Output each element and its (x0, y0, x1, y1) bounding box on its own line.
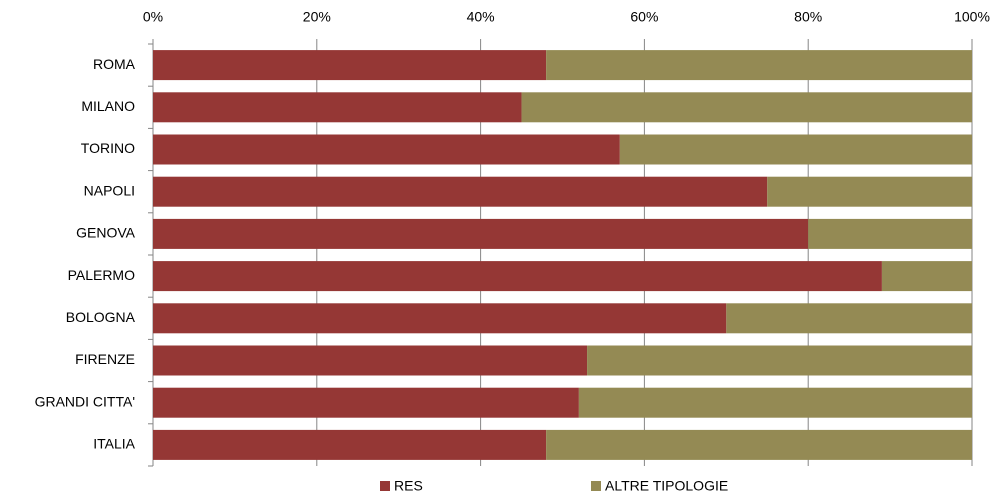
bar-segment (153, 261, 882, 292)
bar-segment (153, 134, 620, 165)
bar-segment (578, 387, 972, 418)
bar-segment (153, 387, 579, 418)
x-tick-label: 40% (467, 9, 495, 25)
bar-segment (619, 134, 972, 165)
legend-swatch (591, 481, 601, 491)
y-tick-label: GRANDI CITTA' (35, 393, 135, 409)
y-tick-label: FIRENZE (75, 351, 135, 367)
y-tick-label: NAPOLI (84, 182, 135, 198)
bar-segment (767, 176, 972, 207)
x-tick-label: 20% (303, 9, 331, 25)
y-tick-label: TORINO (81, 140, 135, 156)
bar-segment (153, 92, 522, 123)
x-tick-label: 60% (630, 9, 658, 25)
bar-segment (521, 92, 972, 123)
legend-label: RES (394, 478, 423, 494)
x-tick-label: 100% (954, 9, 990, 25)
bar-segment (153, 218, 809, 249)
bar-segment (587, 345, 972, 376)
bar-segment (153, 50, 547, 81)
bar-segment (153, 303, 727, 334)
legend-swatch (380, 481, 390, 491)
y-tick-label: BOLOGNA (66, 309, 136, 325)
y-tick-label: ITALIA (93, 436, 135, 452)
y-tick-label: PALERMO (68, 267, 136, 283)
legend-label: ALTRE TIPOLOGIE (605, 478, 728, 494)
bar-segment (808, 218, 972, 249)
bar-segment (546, 50, 972, 81)
bar-segment (153, 345, 588, 376)
bar-segment (726, 303, 972, 334)
x-tick-label: 80% (794, 9, 822, 25)
y-tick-label: MILANO (81, 98, 135, 114)
x-tick-label: 0% (143, 9, 163, 25)
bar-segment (546, 429, 972, 460)
bar-segment (153, 176, 768, 207)
bar-segment (881, 261, 972, 292)
bar-segment (153, 429, 547, 460)
y-tick-label: ROMA (93, 56, 136, 72)
y-tick-label: GENOVA (76, 225, 136, 241)
